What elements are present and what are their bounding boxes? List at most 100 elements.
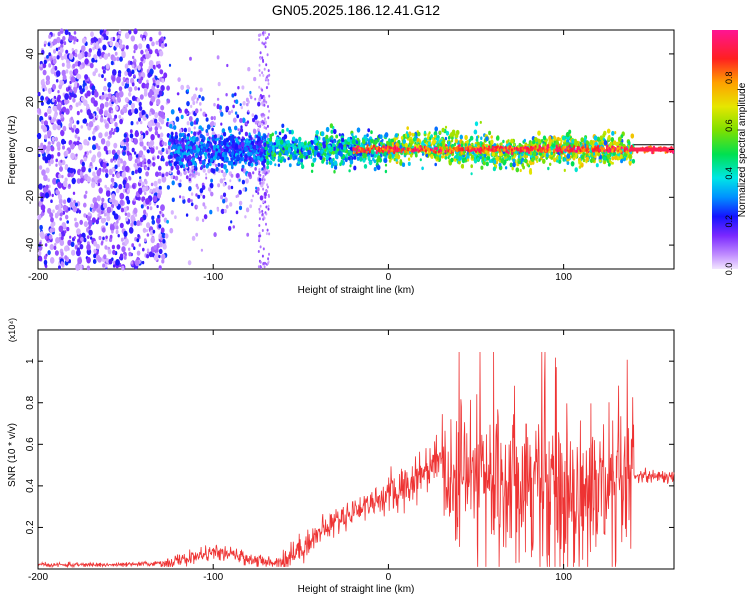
spectrogram-point [76, 178, 81, 184]
spectrogram-point [92, 46, 95, 51]
spectrogram-point [88, 121, 94, 128]
spectrogram-point [198, 151, 203, 157]
spectrogram-point [42, 63, 47, 69]
spectrogram-point [131, 82, 135, 87]
spectrogram-point [258, 120, 262, 126]
spectrogram-point [89, 150, 92, 154]
spectrogram-point [196, 205, 199, 209]
spectrogram-point [308, 143, 312, 148]
spectrogram-point [523, 138, 526, 143]
spectrogram-point [245, 207, 250, 213]
spectrogram-point [125, 182, 130, 189]
spectrogram-point [131, 243, 135, 248]
spectrogram-point [38, 256, 43, 262]
spectrogram-point [150, 236, 155, 244]
spectrogram-point [603, 140, 608, 146]
spectrogram-point [132, 55, 135, 60]
spectrogram-point [329, 158, 334, 164]
spectrogram-point [423, 130, 427, 135]
spectrogram-point [498, 162, 502, 167]
spectrogram-point [250, 198, 253, 203]
spectrogram-point [83, 156, 88, 162]
spectrogram-point [91, 57, 95, 63]
spectrogram-point [61, 222, 66, 229]
spectrogram-point [224, 145, 227, 149]
spectrogram-point [128, 227, 134, 234]
spectrogram-point [64, 245, 69, 252]
spectrogram-point [97, 37, 102, 43]
spectrogram-point [141, 110, 146, 116]
spectrogram-point [407, 161, 411, 166]
spectrogram-point [40, 124, 45, 130]
spectrogram-point [74, 217, 77, 222]
spectrogram-point [190, 192, 194, 196]
spectrogram-point [275, 136, 279, 141]
spectrogram-point [355, 140, 359, 145]
spectrogram-point [65, 150, 69, 154]
spectrogram-point [92, 171, 96, 177]
spectrogram-point [173, 153, 177, 159]
spectrogram-point [268, 94, 271, 98]
spectrogram-point [100, 217, 106, 224]
spectrogram-point [115, 188, 120, 194]
spectrogram-point [136, 250, 141, 256]
spectrogram-point [46, 130, 52, 137]
spectrogram-point [174, 175, 179, 181]
spectrogram-point [308, 146, 312, 151]
spectrogram-point [47, 87, 52, 94]
spectrogram-point [507, 139, 510, 143]
spectrogram-point [266, 124, 269, 128]
spectrogram-point [124, 70, 128, 76]
spectrogram-point [599, 135, 603, 141]
spectrogram-point [186, 142, 189, 146]
spectrogram-point [231, 150, 235, 154]
spectrogram-point [72, 97, 76, 103]
spectrogram-point [160, 132, 164, 138]
spectrogram-point [273, 152, 277, 158]
spectrogram-point [150, 95, 156, 103]
spectrogram-point [97, 151, 102, 157]
spectrogram-point [163, 72, 168, 79]
spectrogram-point [206, 124, 211, 130]
spectrogram-point [42, 69, 47, 76]
spectrogram-point [201, 185, 206, 190]
spectrogram-point [85, 190, 88, 195]
spectrogram-point [79, 177, 84, 184]
spectrogram-point [400, 136, 404, 140]
spectrogram-point [391, 141, 394, 146]
spectrogram-point [363, 152, 368, 158]
spectrogram-point [109, 41, 114, 47]
spectrogram-point [235, 99, 239, 104]
spectrogram-point [50, 158, 54, 165]
spectrogram-point [92, 154, 97, 160]
spectrogram-point [407, 157, 411, 161]
spectrogram-point [131, 147, 135, 153]
spectrogram-point [60, 55, 64, 61]
spectrogram-point [48, 34, 52, 39]
spectrogram-point [426, 136, 430, 140]
spectrogram-point [189, 137, 193, 141]
spectrogram-point [192, 100, 196, 106]
spectrogram-point [395, 158, 398, 162]
spectrogram-point [105, 190, 111, 197]
spectrogram-point [70, 143, 75, 150]
spectrogram-point [207, 155, 211, 159]
spectrogram-point [90, 165, 94, 169]
spectrogram-point [52, 65, 55, 70]
spectrogram-point [122, 151, 126, 156]
spectrogram-point [43, 259, 48, 265]
spectrogram-point [164, 233, 169, 239]
spectrogram-point [168, 150, 171, 154]
spectrogram-point [133, 246, 136, 250]
spectrogram-point [137, 65, 141, 71]
spectrogram-point [629, 162, 632, 166]
spectrogram-point [242, 101, 246, 106]
spectrogram-point [113, 213, 119, 220]
spectrogram-point [80, 64, 83, 69]
spectrogram-point [84, 93, 88, 97]
spectrogram-point [161, 141, 165, 145]
spectrogram-point [112, 131, 115, 135]
spectrogram-point [157, 192, 161, 199]
spectrogram-point [268, 195, 270, 198]
spectrogram-point [364, 138, 368, 142]
